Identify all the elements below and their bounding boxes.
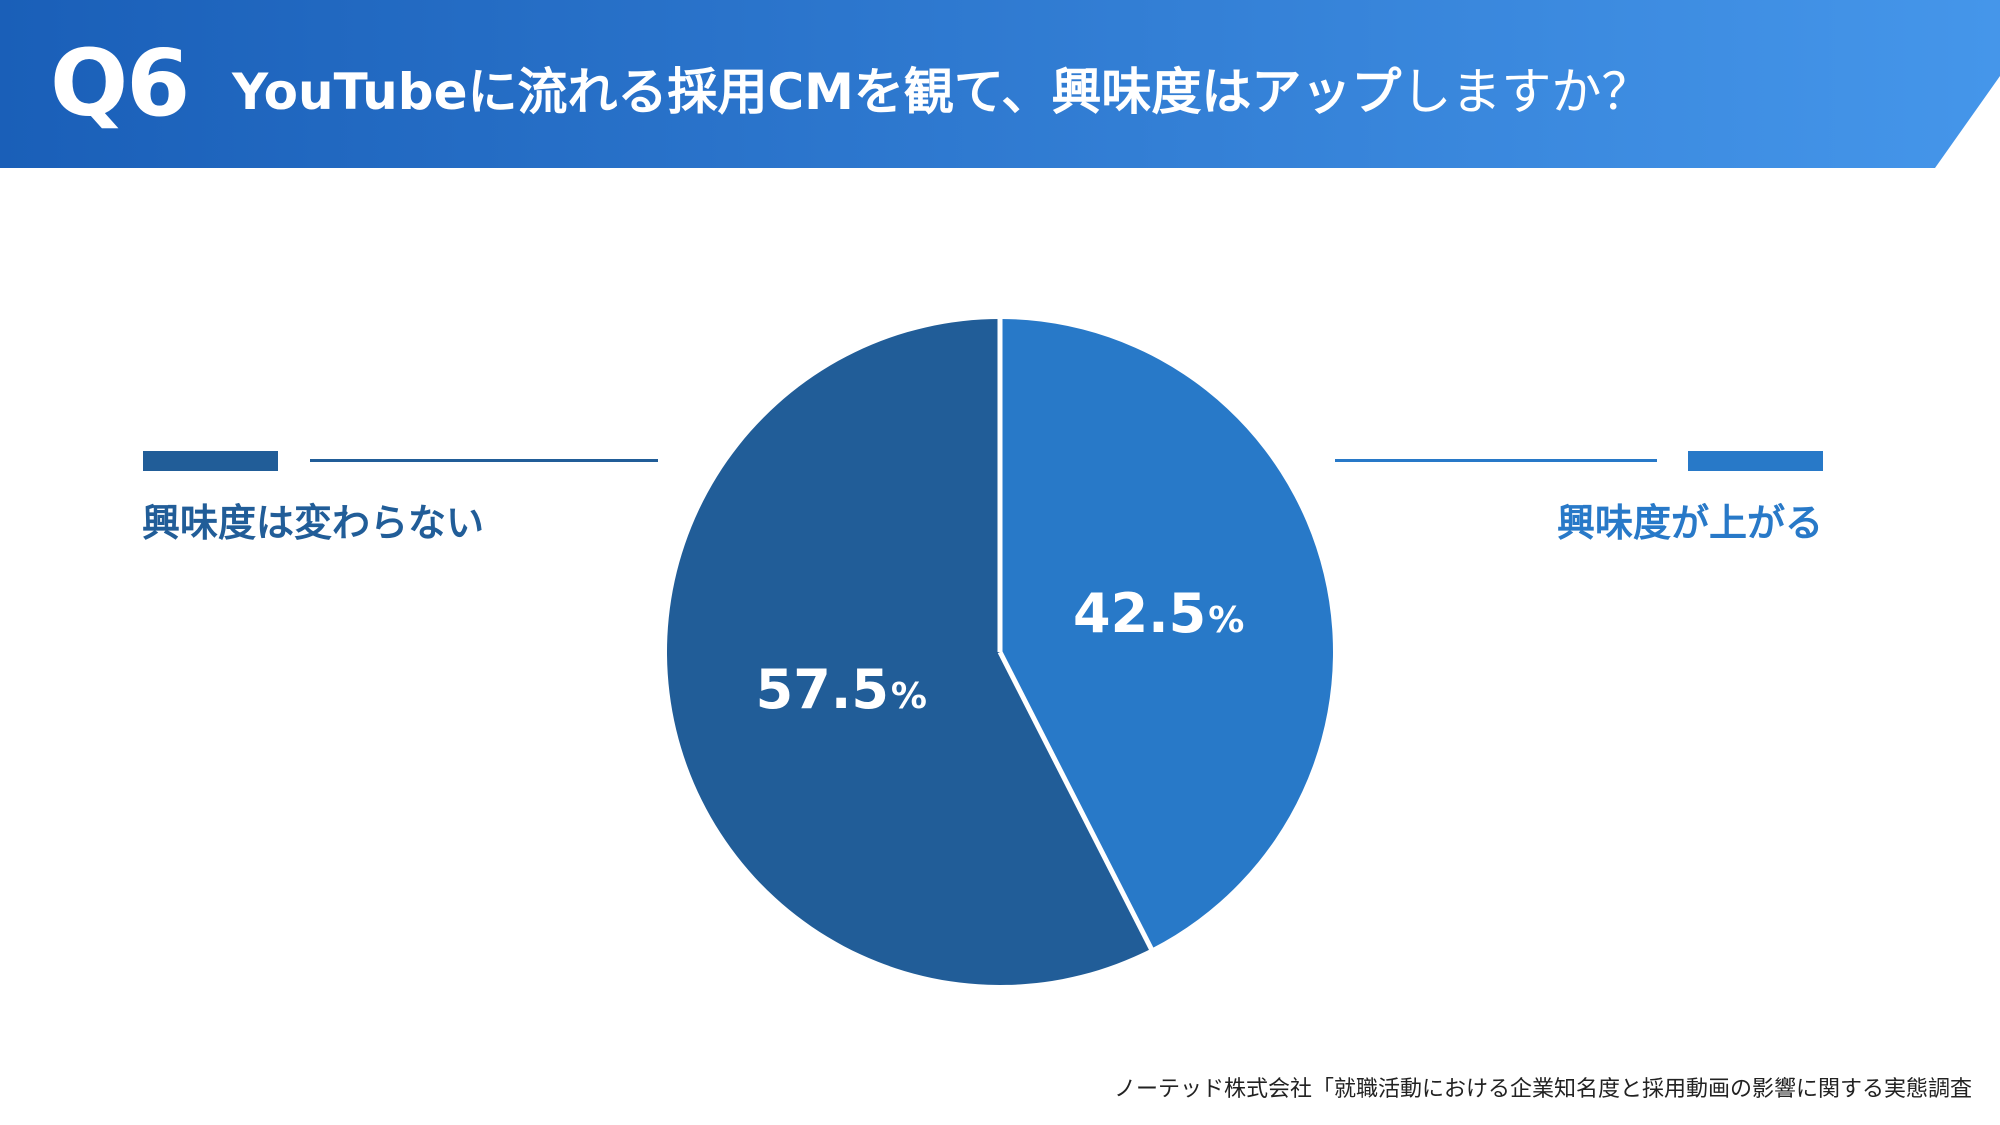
header-background (0, 0, 2000, 168)
question-title-part1: YouTubeに流れる採用CMを観て、 (232, 63, 1052, 121)
legend-swatch-increase (1688, 451, 1823, 471)
source-note: ノーテッド株式会社「就職活動における企業知名度と採用動画の影響に関する実態調査 (1113, 1077, 1972, 1102)
question-title-part3: しますか？ (1401, 63, 1652, 121)
pie-value-label-1: 57.5% (756, 658, 927, 721)
legend-line-no-change (310, 459, 658, 462)
pie-value-number-0: 42.5 (1073, 582, 1206, 645)
pie-slice-1 (667, 319, 1152, 985)
legend-line-increase (1335, 459, 1657, 462)
legend-label-increase: 興味度が上がる (1556, 501, 1823, 545)
pie-divider-1 (997, 650, 1155, 952)
question-title: YouTubeに流れる採用CMを観て、興味度はアップしますか？ (232, 52, 1651, 124)
question-number: Q6 (50, 30, 190, 137)
legend-label-no-change: 興味度は変わらない (142, 501, 485, 545)
question-title-part2: 興味度はアップ (1051, 63, 1402, 121)
pie-slice-0 (1000, 319, 1334, 949)
pie-value-label-0: 42.5% (1073, 582, 1244, 645)
pie-value-unit-0: % (1208, 600, 1244, 641)
legend-swatch-no-change (143, 451, 278, 471)
header-band (0, 0, 2000, 168)
pie-value-number-1: 57.5 (756, 658, 889, 721)
pie-value-unit-1: % (891, 676, 927, 717)
